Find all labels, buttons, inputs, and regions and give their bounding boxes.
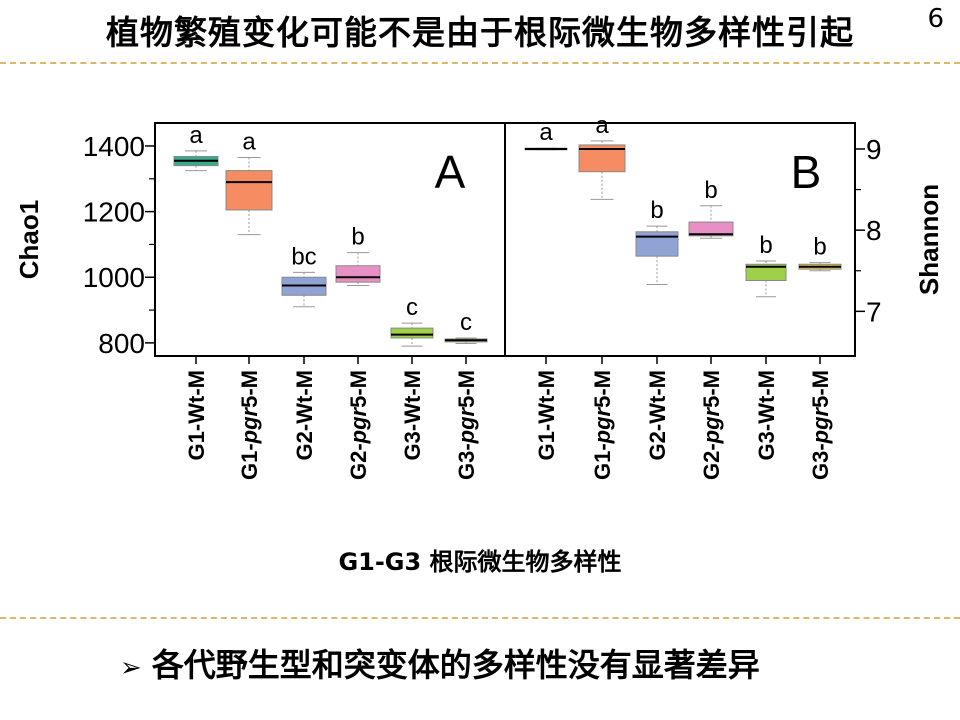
x-tick-label-suffix: 5-M: [454, 370, 479, 408]
x-tick-label-suffix: 5-M: [237, 370, 262, 408]
y-tick-label: 800: [98, 328, 145, 359]
x-tick-label: G3-Wt-M: [400, 370, 425, 460]
y-tick-label: 7: [866, 296, 882, 327]
y-axis-label: Shannon: [914, 184, 944, 295]
significance-letter: b: [759, 232, 772, 259]
x-tick-label-suffix: Wt-M: [754, 370, 779, 424]
x-tick-label: G3-pgr5-M: [808, 370, 833, 480]
x-tick-label-prefix: G2-: [292, 424, 317, 461]
significance-letter: c: [406, 294, 418, 321]
x-tick-label: G1-pgr5-M: [590, 370, 615, 480]
significance-letter: b: [650, 197, 663, 224]
x-tick-label-suffix: 5-M: [699, 370, 724, 408]
x-tick-label: G2-pgr5-M: [346, 370, 371, 480]
x-tick-label: G2-pgr5-M: [699, 370, 724, 480]
x-tick-label-prefix: G3-: [454, 443, 479, 480]
title-divider: [0, 62, 960, 64]
box-4: b: [335, 224, 381, 286]
box-3: b: [635, 197, 679, 286]
iqr-box: [745, 263, 787, 281]
x-tick-label-suffix: Wt-M: [645, 370, 670, 424]
iqr-box: [390, 327, 434, 339]
x-tick-label-prefix: G2-: [699, 443, 724, 480]
y-tick-label: 1200: [83, 197, 145, 228]
significance-letter: bc: [291, 243, 316, 270]
y-axis-label: Chao1: [14, 200, 44, 279]
x-tick-label-suffix: 5-M: [346, 370, 371, 408]
significance-letter: b: [351, 224, 364, 251]
x-tick-label-prefix: G3-: [754, 424, 779, 461]
significance-letter: a: [595, 112, 609, 139]
panel-label: A: [435, 146, 466, 198]
y-tick-label: 8: [866, 215, 882, 246]
x-tick-label-italic: pgr: [454, 406, 479, 444]
x-tick-label-suffix: 5-M: [808, 370, 833, 408]
x-tick-label: G1-pgr5-M: [237, 370, 262, 480]
x-tick-label-italic: pgr: [699, 406, 724, 444]
iqr-box: [225, 170, 273, 211]
arrow-bullet-icon: ➢: [120, 653, 142, 683]
y-tick-label: 1000: [83, 262, 145, 293]
box-4: b: [688, 177, 734, 239]
x-tick-label: G2-Wt-M: [292, 370, 317, 460]
x-tick-label-suffix: Wt-M: [184, 370, 209, 424]
box-1: a: [173, 122, 219, 172]
x-tick-label: G1-Wt-M: [184, 370, 209, 460]
iqr-box: [335, 265, 381, 283]
box-5: b: [745, 232, 787, 298]
significance-letter: a: [242, 128, 256, 155]
x-tick-label-italic: pgr: [590, 406, 615, 444]
x-tick-label-prefix: G1-: [237, 443, 262, 480]
significance-letter: b: [813, 234, 826, 261]
slide-title: 植物繁殖变化可能不是由于根际微生物多样性引起: [106, 13, 854, 52]
x-tick-label-prefix: G1-: [534, 424, 559, 461]
x-tick-label-prefix: G1-: [590, 443, 615, 480]
significance-letter: a: [189, 122, 203, 149]
iqr-box: [635, 231, 679, 257]
caption-divider: [0, 617, 960, 619]
x-axis-caption: G1-G3 根际微生物多样性: [338, 548, 621, 576]
x-tick-label-italic: pgr: [237, 406, 262, 444]
box-6: b: [798, 234, 842, 272]
y-tick-label: 1400: [83, 131, 145, 162]
box-2: a: [578, 112, 626, 200]
plot-frame: [504, 122, 856, 357]
conclusion-text: 各代野生型和突变体的多样性没有显著差异: [151, 646, 760, 684]
conclusion-line: ➢ 各代野生型和突变体的多样性没有显著差异: [120, 640, 760, 686]
iqr-box: [688, 221, 734, 237]
box-5: c: [390, 294, 434, 347]
box-6: c: [444, 309, 488, 345]
x-tick-label: G3-Wt-M: [754, 370, 779, 460]
x-tick-label-prefix: G2-: [645, 424, 670, 461]
x-tick-label-suffix: Wt-M: [292, 370, 317, 424]
x-tick-label-prefix: G3-: [400, 424, 425, 461]
box-1: a: [524, 119, 568, 151]
box-2: a: [225, 128, 273, 236]
x-tick-label-italic: pgr: [808, 406, 833, 444]
x-tick-label-suffix: Wt-M: [400, 370, 425, 424]
x-tick-label: G3-pgr5-M: [454, 370, 479, 480]
x-tick-label-prefix: G1-: [184, 424, 209, 461]
x-tick-label: G2-Wt-M: [645, 370, 670, 460]
y-tick-label: 9: [866, 134, 882, 165]
significance-letter: c: [460, 309, 472, 336]
x-tick-label-italic: pgr: [346, 406, 371, 444]
x-tick-label-prefix: G3-: [808, 443, 833, 480]
x-tick-label-suffix: Wt-M: [534, 370, 559, 424]
x-tick-label: G1-Wt-M: [534, 370, 559, 460]
box-3: bc: [281, 243, 327, 308]
significance-letter: b: [704, 177, 717, 204]
significance-letter: a: [539, 119, 553, 146]
page-number: 6: [927, 4, 944, 34]
x-tick-label-prefix: G2-: [346, 443, 371, 480]
x-tick-label-suffix: 5-M: [590, 370, 615, 408]
panel-label: B: [791, 146, 822, 198]
